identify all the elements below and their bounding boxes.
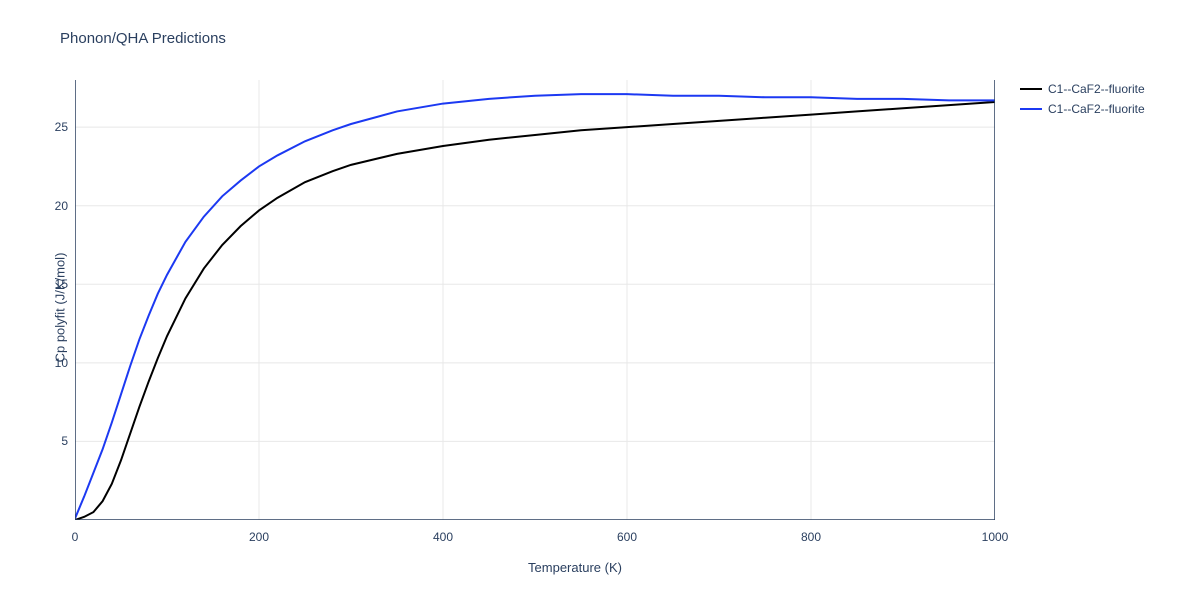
series-line-1[interactable] xyxy=(75,94,995,518)
chart-title: Phonon/QHA Predictions xyxy=(60,30,226,47)
legend-item-0[interactable]: C1--CaF2--fluorite xyxy=(1020,82,1145,96)
gridlines xyxy=(75,80,995,520)
y-tick-label: 15 xyxy=(38,277,68,291)
x-axis-label: Temperature (K) xyxy=(75,560,1075,575)
y-tick-label: 10 xyxy=(38,356,68,370)
data-series xyxy=(75,94,995,520)
legend-label: C1--CaF2--fluorite xyxy=(1048,82,1145,96)
series-line-0[interactable] xyxy=(75,102,995,520)
x-tick-label: 400 xyxy=(433,530,453,544)
x-tick-label: 600 xyxy=(617,530,637,544)
y-tick-label: 20 xyxy=(38,199,68,213)
y-axis-label: Cp polyfit (J/K/mol) xyxy=(52,253,67,363)
legend-swatch xyxy=(1020,108,1042,110)
x-tick-label: 1000 xyxy=(982,530,1009,544)
chart-container: Phonon/QHA Predictions Cp polyfit (J/K/m… xyxy=(0,0,1200,600)
legend-swatch xyxy=(1020,88,1042,90)
y-tick-label: 25 xyxy=(38,120,68,134)
legend-item-1[interactable]: C1--CaF2--fluorite xyxy=(1020,102,1145,116)
axes xyxy=(75,80,995,520)
plot-svg xyxy=(75,80,995,520)
y-tick-label: 5 xyxy=(38,434,68,448)
x-tick-label: 0 xyxy=(72,530,79,544)
legend-label: C1--CaF2--fluorite xyxy=(1048,102,1145,116)
x-tick-label: 800 xyxy=(801,530,821,544)
plot-area xyxy=(75,80,995,520)
x-tick-label: 200 xyxy=(249,530,269,544)
legend: C1--CaF2--fluorite C1--CaF2--fluorite xyxy=(1020,82,1145,122)
